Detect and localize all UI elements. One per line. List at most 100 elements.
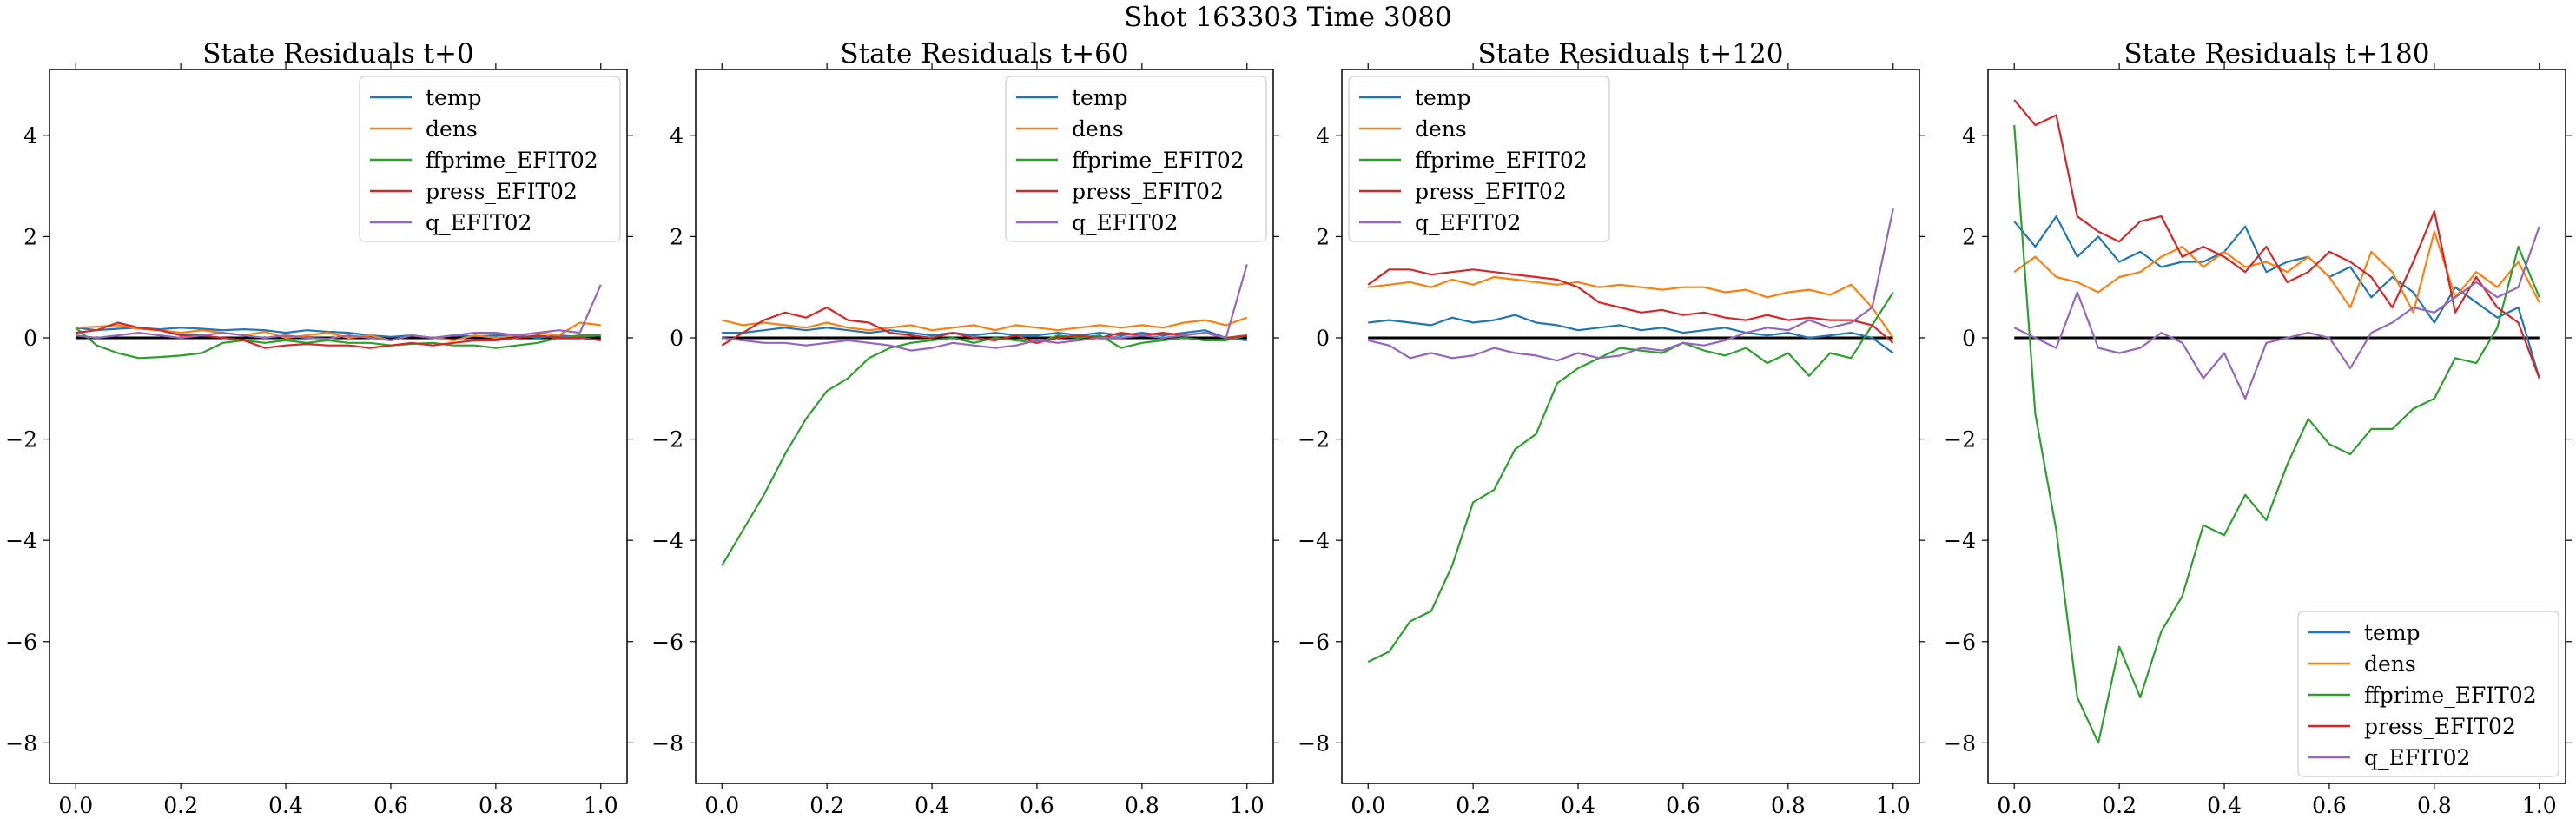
- legend-label-q-efit02: q_EFIT02: [426, 210, 532, 235]
- legend-box: [2297, 611, 2559, 777]
- x-tick-label: 0.0: [58, 793, 93, 818]
- legend-label-temp: temp: [426, 85, 482, 110]
- subplot-2: State Residuals t+60 0.0 0.2 0.4 0.6 0.8 1.0 4 2…: [651, 38, 1279, 818]
- series-line-press-efit02: [721, 306, 1247, 347]
- legend: temp dens ffprime_EFIT02 press_EFIT02 q_EFIT…: [1348, 76, 1610, 242]
- x-tick-label: 0.4: [915, 793, 949, 818]
- series-line-q-efit02: [1367, 208, 1894, 362]
- series-line-ffprime-efit02: [1367, 291, 1894, 664]
- x-tick-label: 1.0: [584, 793, 618, 818]
- legend-label-q-efit02: q_EFIT02: [1415, 210, 1521, 235]
- x-tick-label: 0.2: [2102, 793, 2137, 818]
- y-tick-label: 0: [23, 326, 37, 351]
- legend-label-ffprime-efit02: ffprime_EFIT02: [2364, 683, 2537, 708]
- chart-title: State Residuals t+180: [2124, 38, 2430, 69]
- x-tick-label: 0.6: [1666, 793, 1701, 818]
- subplot-3: State Residuals t+120 0.0 0.2 0.4 0.6 0.8 1.0 4…: [1298, 38, 1925, 818]
- legend: temp dens ffprime_EFIT02 press_EFIT02 q_EFIT…: [2297, 611, 2559, 777]
- plot-frame: [49, 69, 628, 784]
- x-tick-label: 0.8: [1771, 793, 1806, 818]
- x-tick-label: 0.8: [479, 793, 513, 818]
- x-tick-label: 0.4: [268, 793, 303, 818]
- y-tick-label: 2: [1316, 224, 1330, 249]
- series-line-ffprime-efit02: [721, 334, 1248, 566]
- x-tick-label: 1.0: [1876, 793, 1911, 818]
- y-tick-label: −2: [5, 427, 37, 452]
- y-tick-label: −6: [651, 630, 684, 655]
- plot-frame: [1987, 69, 2566, 784]
- y-tick-label: 4: [670, 123, 684, 149]
- legend: temp dens ffprime_EFIT02 press_EFIT02 q_EFIT…: [1005, 76, 1267, 242]
- x-tick-label: 0.0: [1351, 793, 1385, 818]
- legend-label-q-efit02: q_EFIT02: [1072, 210, 1178, 235]
- legend-label-q-efit02: q_EFIT02: [2364, 745, 2470, 770]
- y-tick-label: −2: [651, 427, 684, 452]
- x-tick-label: 0.2: [809, 793, 844, 818]
- y-tick-label: −2: [1298, 427, 1330, 452]
- x-tick-label: 0.4: [2207, 793, 2242, 818]
- series-line-temp: [722, 327, 1247, 341]
- legend-label-dens: dens: [1072, 116, 1124, 142]
- x-tick-label: 1.0: [2522, 793, 2557, 818]
- y-tick-label: 2: [670, 224, 684, 249]
- y-tick-label: 4: [23, 123, 37, 149]
- x-tick-label: 0.6: [1020, 793, 1054, 818]
- series-line-q-efit02: [722, 264, 1248, 352]
- series-line-temp: [2013, 215, 2540, 379]
- y-tick-label: 0: [1316, 326, 1330, 351]
- y-tick-label: 4: [1316, 123, 1330, 149]
- y-tick-label: 4: [1962, 123, 1976, 149]
- x-tick-label: 0.2: [1456, 793, 1490, 818]
- series-line-q-efit02: [2013, 226, 2540, 400]
- series-line-press-efit02: [2013, 99, 2540, 379]
- figure-suptitle: Shot 163303 Time 3080: [1124, 2, 1452, 33]
- series-line-dens: [2013, 230, 2540, 314]
- legend-label-press-efit02: press_EFIT02: [1072, 179, 1224, 204]
- x-tick-label: 0.8: [1125, 793, 1159, 818]
- x-tick-label: 0.6: [2312, 793, 2347, 818]
- subplot-1: State Residuals t+0 0.0 0.2 0.4 0.6 0.8 1.0 4 2 0…: [5, 38, 633, 818]
- legend-label-ffprime-efit02: ffprime_EFIT02: [1072, 148, 1245, 173]
- legend-label-press-efit02: press_EFIT02: [426, 179, 578, 204]
- legend-box: [1348, 76, 1610, 242]
- y-tick-label: −8: [1944, 730, 1976, 756]
- chart-title: State Residuals t+60: [840, 38, 1128, 69]
- y-tick-label: 0: [670, 326, 684, 351]
- y-tick-label: −4: [5, 528, 37, 553]
- series-line-dens: [1368, 275, 1894, 339]
- legend-label-dens: dens: [2364, 651, 2416, 677]
- plot-frame: [695, 69, 1274, 784]
- legend-box: [1005, 76, 1267, 242]
- y-tick-label: −2: [1944, 427, 1976, 452]
- y-tick-label: −4: [1944, 528, 1976, 553]
- y-tick-label: 0: [1962, 326, 1976, 351]
- y-tick-label: −6: [5, 630, 37, 655]
- series-line-press-efit02: [1367, 268, 1894, 344]
- legend-label-press-efit02: press_EFIT02: [2364, 714, 2516, 739]
- legend-box: [359, 76, 621, 242]
- y-tick-label: −8: [5, 730, 37, 756]
- series-line-q-efit02: [76, 284, 602, 341]
- legend-label-ffprime-efit02: ffprime_EFIT02: [1415, 148, 1588, 173]
- series-line-dens: [721, 316, 1248, 332]
- y-tick-label: −4: [651, 528, 684, 553]
- legend-label-temp: temp: [1415, 85, 1471, 110]
- series-line-ffprime-efit02: [2013, 125, 2540, 744]
- legend-label-temp: temp: [2364, 620, 2421, 645]
- y-tick-label: −8: [651, 730, 684, 756]
- legend-label-temp: temp: [1072, 85, 1128, 110]
- legend-label-ffprime-efit02: ffprime_EFIT02: [426, 148, 598, 173]
- plot-frame: [1341, 69, 1920, 784]
- y-tick-label: 2: [23, 224, 37, 249]
- series-line-ffprime-efit02: [75, 327, 601, 360]
- x-tick-label: 1.0: [1230, 793, 1265, 818]
- x-tick-label: 0.0: [1997, 793, 2031, 818]
- series-line-temp: [1368, 314, 1894, 354]
- x-tick-label: 0.8: [2417, 793, 2452, 818]
- x-tick-label: 0.4: [1561, 793, 1595, 818]
- x-tick-label: 0.6: [373, 793, 408, 818]
- x-tick-label: 0.0: [704, 793, 739, 818]
- chart-title: State Residuals t+0: [202, 38, 473, 69]
